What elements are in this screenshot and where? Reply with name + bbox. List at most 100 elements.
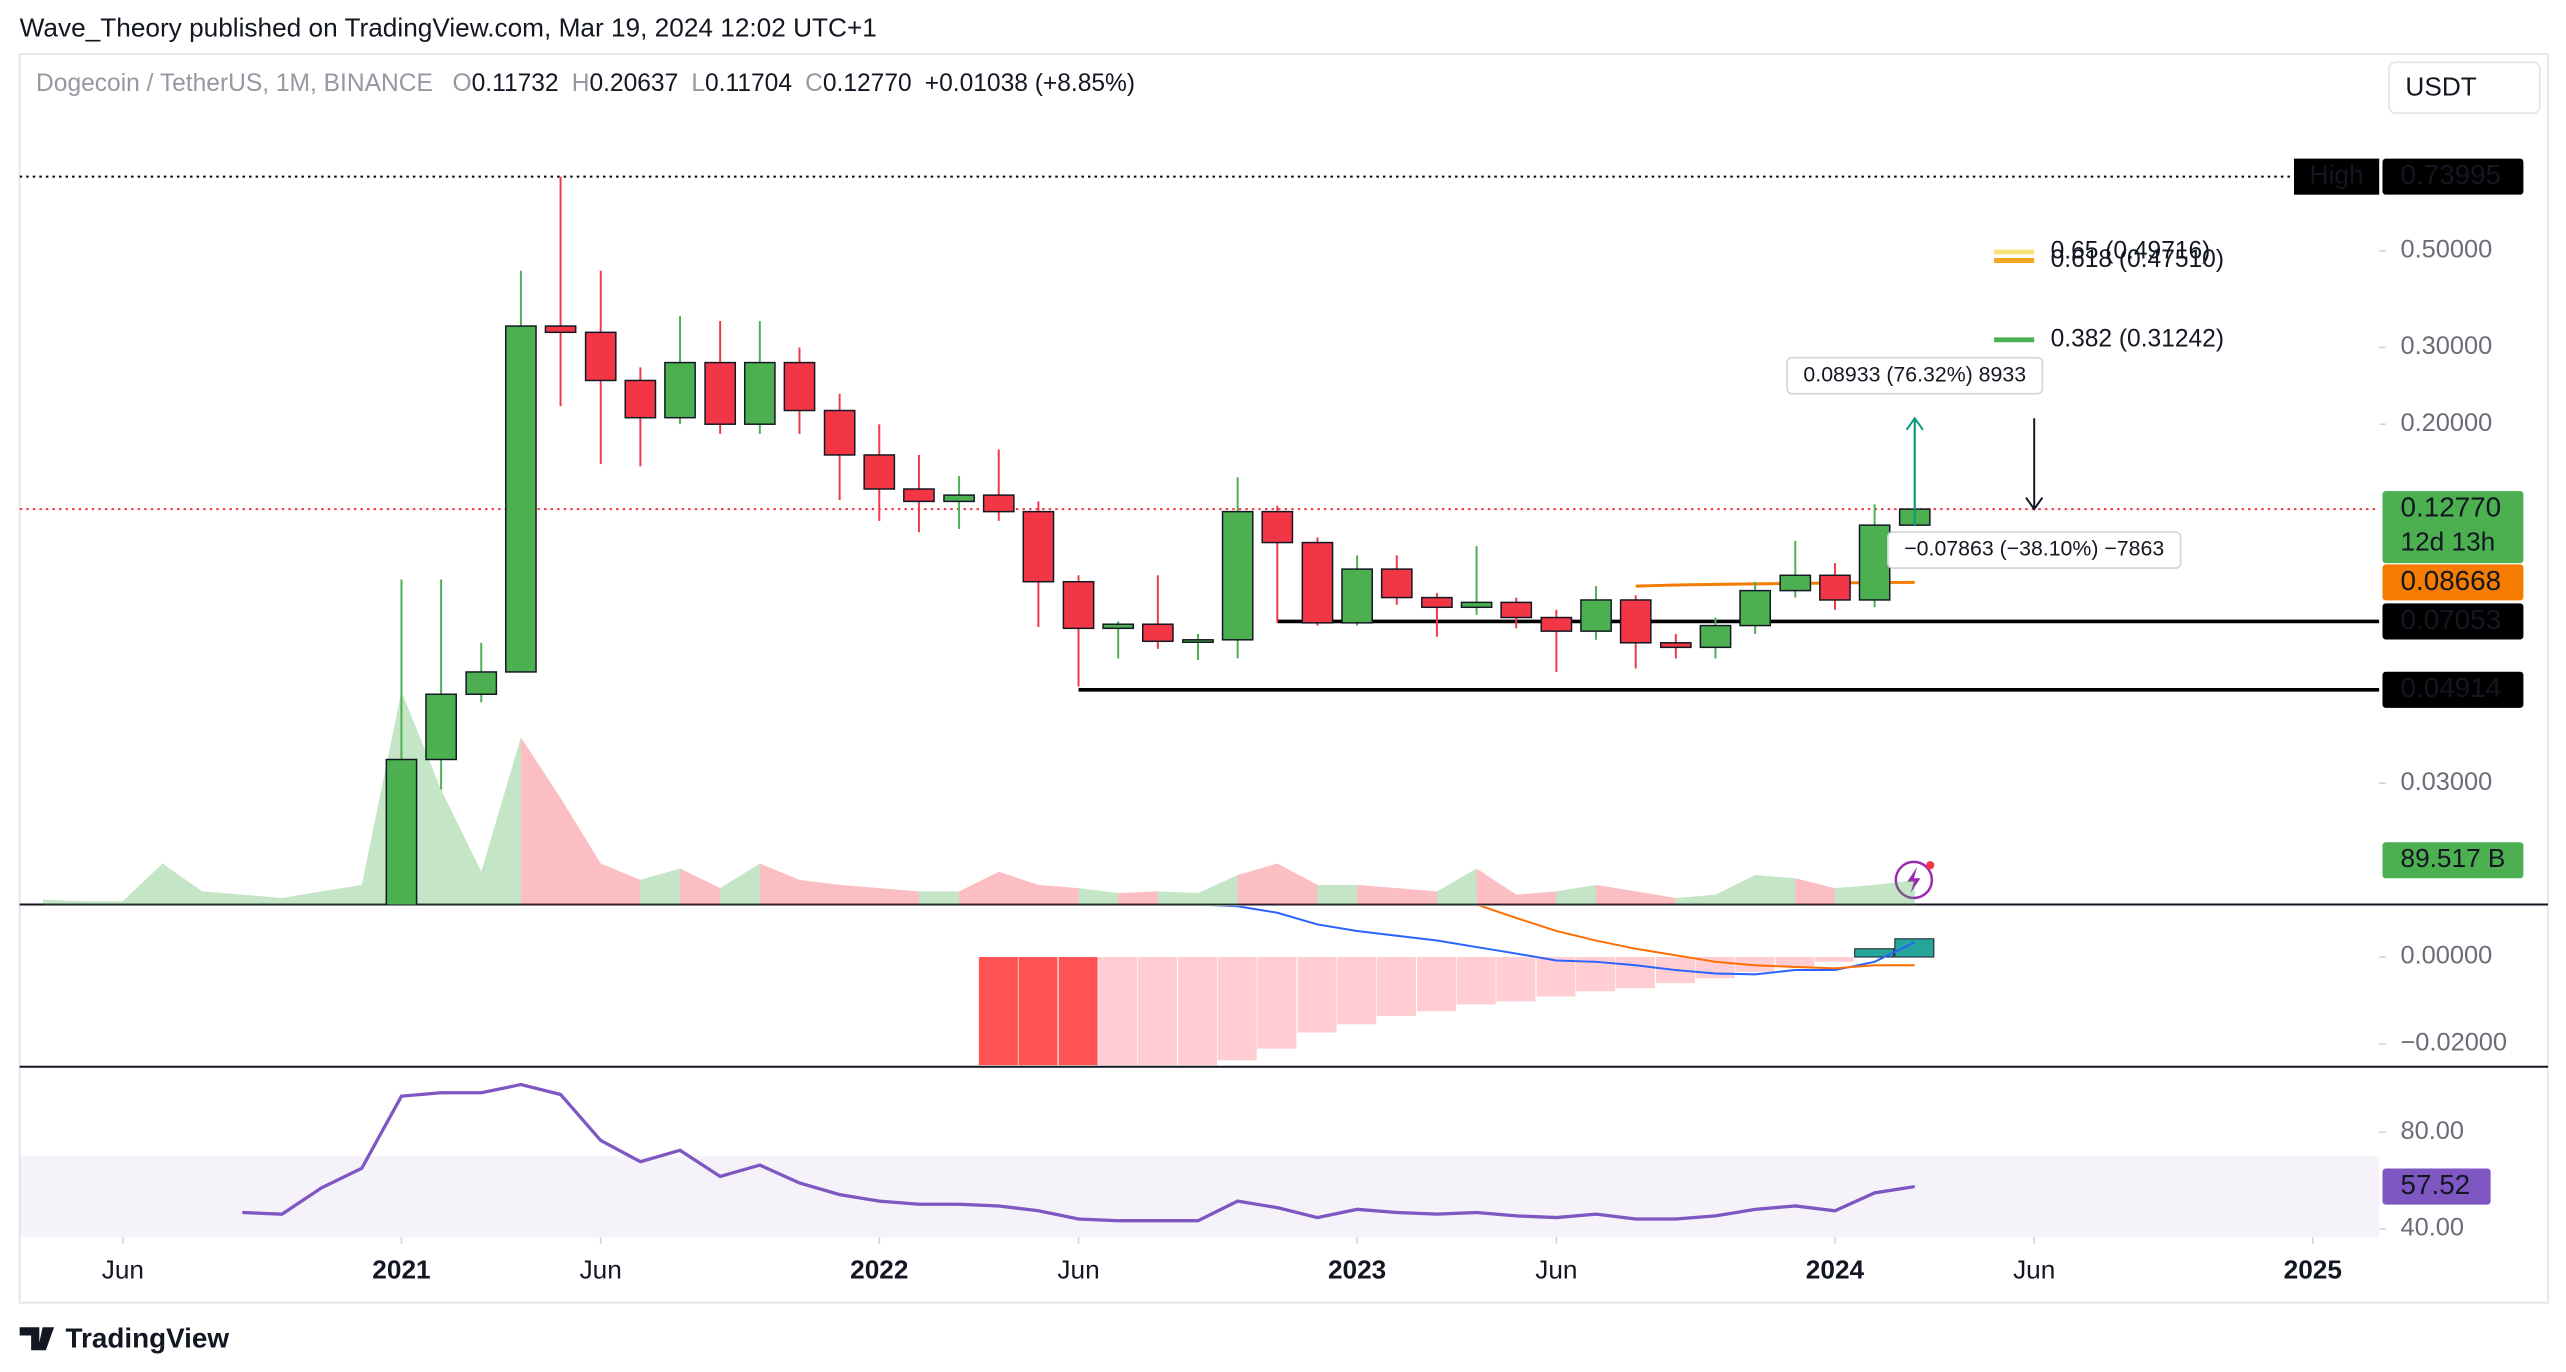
volume-area [1596,884,1636,905]
macd-histogram-bar [1536,957,1576,997]
legend-value: 0.11732 [472,71,559,98]
candle-body [1141,623,1174,643]
macd-histogram-bar [1337,957,1377,1025]
candle-body [1341,568,1373,624]
x-tick-label: Jun [1535,1254,1577,1284]
y-tick-label: 0.03000 [2401,768,2493,796]
volume-area [879,888,919,905]
price-label-box [2382,564,2524,601]
volume-area [799,879,840,905]
currency-button[interactable] [2388,61,2541,114]
publish-header: Wave_Theory published on TradingView.com… [20,12,877,42]
price-label-box [2382,158,2524,195]
rsi-band [19,1156,2380,1238]
price-label-box [2382,603,2524,640]
candle-body [664,361,696,419]
volume-area [242,894,282,905]
macd-histogram-bar [1137,957,1177,1066]
candle-body [505,325,537,673]
candle-body [1062,580,1095,630]
candle-body [783,361,816,412]
legend-title: Dogecoin / TetherUS, 1M, BINANCE [36,71,433,98]
candle-body [1659,642,1692,649]
price-label: 0.04914 [2401,672,2502,703]
volume-area [918,891,960,905]
y-tick-label: 0.30000 [2401,332,2493,360]
candle-body [1500,601,1533,619]
macd-histogram-bar [1257,957,1297,1049]
price-label-tag: High [2310,160,2364,190]
alert-dot [1926,861,1935,870]
candle-body [1739,589,1772,627]
volume-area [1396,888,1437,905]
volume-area [759,863,800,905]
volume-area [1795,878,1835,905]
macd-histogram-bar [1297,957,1337,1033]
price-label-tag-box [2293,158,2380,195]
legend-key: C [805,71,823,98]
candle-body [1779,574,1812,592]
x-tick-label: Jun [1057,1254,1099,1284]
candle-body [1102,623,1135,630]
candle-body [943,494,975,503]
volume-area [600,863,641,905]
candle-body [823,409,856,456]
volume-area [1277,863,1318,905]
measure-box [1786,356,2044,395]
logo-mark [19,1327,55,1351]
macd-line [1212,906,1916,976]
volume-area [1556,884,1597,905]
macd-histogram-bar [1894,938,1935,958]
volume-area [202,891,243,905]
volume-area [1516,891,1557,905]
y-tick-label: 40.00 [2401,1214,2464,1242]
candle-body [1421,596,1453,609]
candle-body [1301,541,1334,624]
candle-body [743,361,776,425]
fib-label: 0.382 (0.31242) [2051,325,2224,352]
alert-icon[interactable] [1894,860,1935,900]
y-tick-label: 0.20000 [2401,409,2493,437]
candle-body [863,454,896,490]
macd-histogram-bar [1496,957,1536,1002]
volume-area [1357,884,1397,905]
candle-body [1022,510,1055,583]
volume-area [680,868,721,905]
candle-body [1699,624,1732,649]
candle-body [425,693,457,761]
volume-area [720,863,760,905]
candle-body [1380,568,1413,599]
candle-body [544,325,577,334]
macd-histogram-bar [978,957,1018,1066]
candle-body [1182,639,1214,644]
macd-histogram-bar [1615,957,1655,989]
fib-label: 0.618 (0.47510) [2051,246,2224,273]
volume-area [1118,891,1158,905]
footer-logo [19,1327,55,1351]
x-tick-label: Jun [580,1254,622,1284]
legend-value: 0.11704 [705,71,792,98]
volume-area [281,891,322,905]
candle-body [465,671,498,695]
macd-histogram-bar [1456,957,1496,1005]
candle-body [584,331,617,382]
x-tick-label: 2025 [2284,1254,2342,1284]
x-tick-label: 2021 [372,1254,430,1284]
x-tick-label: 2023 [1328,1254,1386,1284]
price-label: 0.07053 [2401,604,2502,635]
volume-area [1078,888,1119,905]
candle-body [1261,510,1294,544]
rsi-label-box [2382,1168,2491,1205]
volume-area [1436,868,1477,905]
candle-body [624,379,657,419]
volume-area [1834,884,1875,905]
x-tick-label: 2024 [1806,1254,1865,1284]
candle-body [385,758,418,905]
y-tick-label: 0.50000 [2401,236,2493,264]
currency[interactable]: USDT [2405,71,2476,101]
volume-area [1755,875,1796,905]
measure-box [1887,531,2182,569]
candle-body [1580,599,1612,632]
